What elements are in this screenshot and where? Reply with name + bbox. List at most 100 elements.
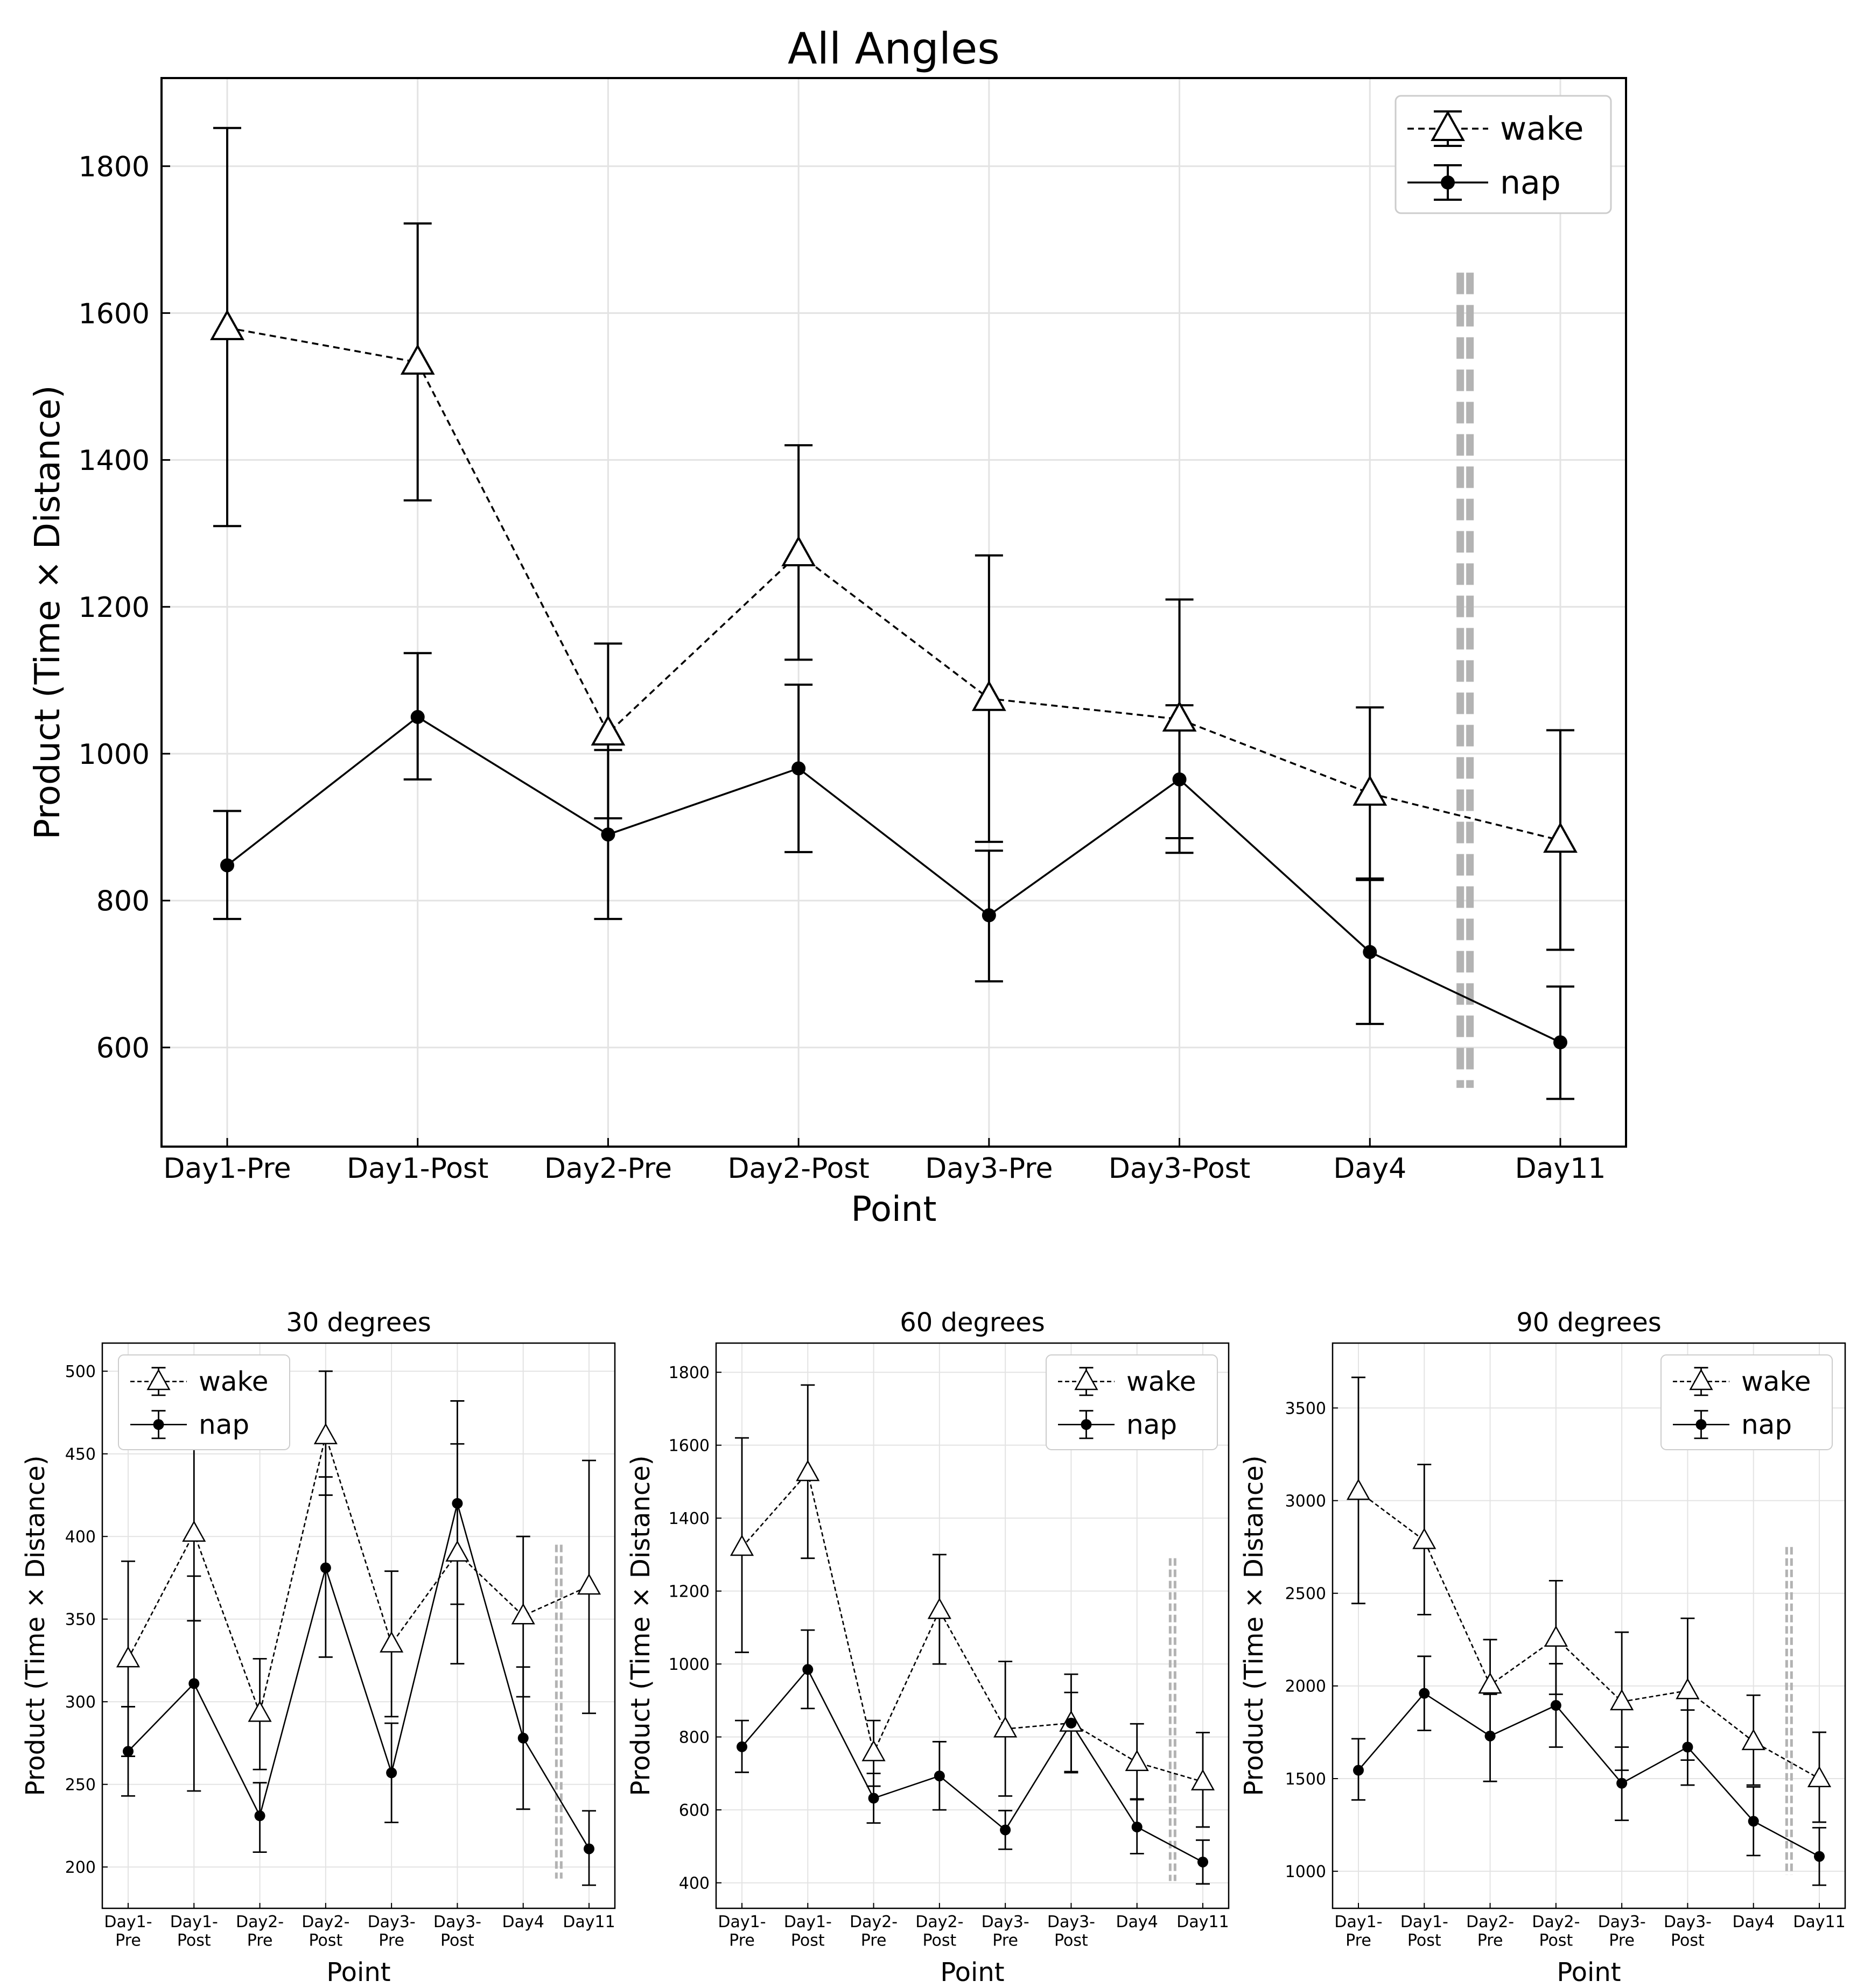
data-point-wake [1353,775,1388,806]
chart-panel-1: All Angles 600 800 1000 1200 1400 1600 1800 Day1… [28,24,1627,1230]
y-tick-label: 600 [679,1801,710,1820]
data-point-wake [1125,1750,1149,1771]
x-tick-label-line1: Day1- [1400,1913,1448,1931]
legend-marker-wake [146,1368,171,1390]
legend-marker-wake [1074,1368,1098,1390]
x-tick-label-line1: Day3- [1664,1913,1712,1931]
x-tick-label-line1: Day1- [104,1913,152,1931]
x-tick-label-line1: Day3- [433,1913,481,1931]
data-point-wake [1412,1528,1436,1549]
legend-label-nap: nap [1741,1409,1792,1440]
data-point-nap [1484,1730,1496,1741]
x-tick-label: Day2-Pre [1466,1913,1514,1950]
data-point-nap [1682,1741,1693,1753]
chart-panel-3: 60 degrees 400 600 800 1000 1200 1400 1600 1800 D… [626,1308,1230,1987]
x-tick-label-line2: Pre [379,1931,404,1950]
data-point-wake [1162,700,1197,732]
y-tick-label: 2500 [1285,1585,1326,1604]
x-tick-label-line1: Day2- [302,1913,349,1931]
y-tick-label: 1400 [79,445,150,477]
legend-marker-nap [1695,1419,1707,1430]
data-point-wake [1807,1766,1832,1787]
data-point-nap [1748,1816,1759,1827]
data-point-nap [1353,1765,1364,1776]
y-tick-label: 300 [65,1693,96,1712]
data-point-wake [1544,1625,1568,1647]
x-tick-label: Day3-Post [433,1913,481,1950]
x-tick-label: Day4 [502,1913,544,1931]
x-axis-label: Point [326,1957,390,1987]
y-tick-label: 1200 [79,592,150,624]
data-point-wake [1543,822,1578,853]
data-point-nap [737,1741,747,1752]
data-point-nap [1616,1778,1628,1789]
legend-marker-nap [1441,175,1455,190]
data-point-wake [1741,1729,1765,1751]
legend-label-wake: wake [1741,1366,1811,1397]
y-tick-label: 400 [65,1528,96,1547]
data-point-wake [116,1646,141,1668]
x-tick-label: Day1-Pre [718,1913,766,1950]
data-point-nap [1131,1821,1143,1832]
data-point-wake [1346,1478,1371,1500]
y-tick-label: 1000 [669,1655,710,1674]
y-tick-label: 200 [65,1858,96,1877]
y-tick-label: 2000 [1285,1677,1326,1696]
y-axis-label: Product (Time × Distance) [20,1455,51,1796]
series-line-wake [127,1433,590,1716]
x-tick-label-line2: Post [1671,1931,1705,1950]
series-line-wake [741,1471,1203,1783]
x-tick-label-line1: Day3- [1598,1913,1646,1931]
legend-marker-nap [153,1419,164,1430]
data-point-wake [927,1597,951,1619]
legend: wake nap [1046,1354,1218,1450]
x-tick-label-line2: Pre [1477,1931,1503,1950]
y-tick-label: 1200 [669,1582,710,1601]
x-tick-label-line2: Post [309,1931,342,1950]
data-point-wake [380,1631,404,1653]
data-point-nap [1000,1824,1011,1836]
y-tick-label: 800 [96,886,150,918]
y-tick-label: 600 [96,1032,150,1065]
x-tick-label-line2: Pre [861,1931,887,1950]
plot-frame [160,77,1627,1148]
x-tick-label: Day11 [1515,1153,1606,1185]
x-tick-label-line2: Pre [115,1931,141,1950]
x-tick-label-line2: Post [1539,1931,1573,1950]
x-tick-label: Day1-Post [1400,1913,1448,1950]
y-axis-label: Product (Time × Distance) [1239,1455,1269,1796]
x-tick-label: Day3-Pre [982,1913,1029,1950]
y-tick-label: 500 [65,1362,96,1381]
y-tick-label: 350 [65,1611,96,1629]
data-point-nap [410,710,425,724]
legend-label-nap: nap [1126,1409,1177,1440]
data-point-nap [188,1678,200,1689]
data-point-nap [791,761,806,776]
x-tick-label-line2: Post [922,1931,956,1950]
data-point-wake [1478,1672,1502,1694]
legend-marker-wake [1689,1368,1713,1390]
x-tick-label: Day1-Post [347,1153,488,1185]
data-point-wake [313,1423,338,1444]
x-axis-label: Point [851,1190,937,1230]
data-point-wake [781,535,816,567]
series-line-wake [1358,1491,1820,1780]
y-tick-label: 1500 [1285,1770,1326,1789]
legend: wake nap [1660,1354,1833,1450]
chart-title: 30 degrees [286,1308,431,1338]
x-tick-label-line1: Day3- [1047,1913,1095,1931]
x-tick-label-line2: Post [440,1931,474,1950]
legend-marker-nap [1081,1419,1092,1430]
x-tick-label-line2: Post [791,1931,825,1950]
data-point-wake [577,1573,601,1595]
x-tick-label-line1: Day3- [368,1913,416,1931]
data-point-wake [1610,1689,1634,1711]
data-point-nap [1550,1700,1561,1711]
y-tick-label: 250 [65,1776,96,1795]
data-point-wake [730,1534,754,1556]
data-point-wake [971,680,1006,711]
x-tick-label: Day1-Pre [163,1153,291,1185]
x-tick-label-line1: Day1- [1334,1913,1382,1931]
x-tick-label: Day2-Post [302,1913,349,1950]
chart-panel-4: 90 degrees100015002000250030003500Day1-P… [1239,1308,1846,1987]
